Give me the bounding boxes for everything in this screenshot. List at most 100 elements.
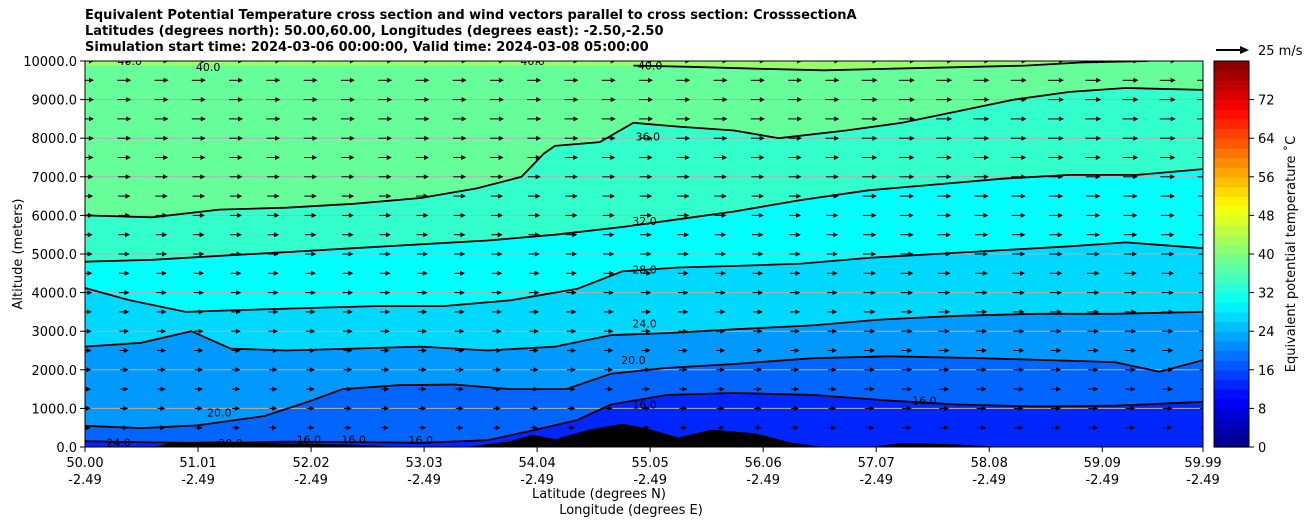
wind-vector-head	[610, 174, 616, 180]
wind-vector-head	[423, 193, 429, 199]
wind-vector-head	[460, 193, 466, 199]
colorbar-segment	[1214, 282, 1249, 294]
wind-vector-head	[610, 155, 616, 160]
wind-vector-head	[387, 61, 393, 64]
colorbar-segment	[1214, 118, 1249, 130]
wind-vector-head	[1205, 425, 1210, 430]
contour-label: 36.0	[636, 130, 661, 143]
wind-vector-head	[1133, 77, 1139, 83]
wind-vector-head	[238, 97, 244, 103]
wind-vector-head	[349, 77, 355, 83]
wind-vector-head	[126, 116, 132, 122]
wind-vector-head	[1168, 348, 1174, 353]
wind-vector-head	[832, 270, 838, 276]
wind-vector-head	[498, 61, 504, 64]
wind-vector-head	[610, 97, 616, 103]
wind-vector-head	[610, 116, 616, 122]
wind-vector-head	[608, 348, 614, 353]
colorbar-segment	[1214, 61, 1249, 72]
wind-vector-head	[235, 386, 241, 392]
wind-vector-head	[422, 290, 428, 296]
x-tick-label-lon: -2.49	[68, 473, 102, 488]
wind-vector-head	[533, 405, 539, 411]
wind-vector-head	[161, 309, 167, 315]
wind-vector-head	[758, 232, 764, 238]
wind-vector-head	[609, 212, 615, 218]
wind-vector-head	[1132, 251, 1138, 257]
wind-vector-head	[237, 135, 243, 141]
colorbar-segment	[1214, 138, 1249, 149]
wind-vector-head	[719, 425, 725, 431]
wind-vector-head	[423, 232, 429, 238]
x-axis-label-latitude: Latitude (degrees N)	[532, 487, 666, 502]
wind-vector-head	[908, 212, 914, 218]
wind-vector-head	[495, 405, 501, 411]
wind-vector-head	[199, 270, 205, 276]
wind-vector-head	[421, 405, 427, 411]
x-tick-label-lat: 52.02	[292, 456, 329, 471]
wind-vector-head	[123, 348, 129, 353]
wind-vector-head	[310, 290, 316, 296]
wind-vector-head	[759, 135, 765, 141]
wind-vector-head	[126, 77, 132, 83]
wind-vector-head	[1058, 97, 1064, 103]
wind-vector-head	[124, 251, 130, 257]
colorbar-segment	[1214, 311, 1249, 323]
wind-vector-head	[831, 348, 837, 353]
wind-vector-head	[533, 367, 539, 373]
wind-vector-head	[1056, 386, 1062, 392]
wind-vector-head	[497, 290, 503, 296]
wind-vector-head	[458, 405, 464, 411]
contour-label: 20.0	[621, 354, 646, 367]
wind-vector-head	[945, 270, 951, 276]
wind-vector-head	[122, 425, 128, 431]
wind-vector-head	[1170, 116, 1176, 122]
wind-vector-head	[572, 174, 578, 180]
wind-vector-head	[684, 174, 690, 180]
wind-vector-head	[647, 212, 652, 218]
wind-vector-head	[422, 270, 428, 276]
wind-vector-head	[796, 193, 802, 199]
contour-label: 40.0	[118, 55, 143, 68]
wind-vector-head	[310, 309, 316, 315]
wind-vector-head	[349, 116, 355, 122]
wind-vector-head	[648, 77, 653, 83]
wind-vector-head	[907, 367, 913, 373]
wind-vector-head	[535, 212, 541, 218]
colorbar-tick-label: 64	[1258, 132, 1275, 147]
wind-vector-head	[125, 212, 131, 218]
wind-vector-head	[1057, 251, 1063, 257]
wind-vector-head	[795, 309, 801, 315]
wind-vector-head	[1168, 328, 1174, 334]
wind-vector-head	[198, 290, 204, 296]
wind-vector-head	[796, 135, 802, 141]
wind-vector-head	[610, 77, 616, 83]
wind-vector-head	[1093, 328, 1099, 334]
wind-vector-head	[647, 193, 653, 199]
wind-vector-head	[943, 425, 949, 431]
wind-vector-head	[648, 97, 653, 103]
wind-vector-head	[1019, 290, 1025, 296]
wind-vector-head	[608, 290, 614, 296]
wind-vector-head	[907, 348, 913, 353]
wind-vector-head	[311, 232, 317, 238]
wind-vector-head	[756, 425, 762, 431]
wind-vector-head	[1094, 270, 1100, 276]
wind-vector-head	[533, 348, 539, 353]
wind-vector-head	[759, 77, 765, 83]
wind-vector-head	[946, 212, 952, 218]
colorbar-segment	[1214, 176, 1249, 188]
wind-vector-head	[647, 174, 653, 180]
wind-vector-head	[1168, 367, 1174, 373]
wind-vector-head	[126, 135, 132, 141]
wind-vector-head	[797, 97, 803, 103]
terrain	[85, 423, 1203, 447]
wind-vector-head	[757, 328, 763, 334]
wind-vector-head	[647, 155, 653, 160]
wind-vector-head	[1133, 135, 1139, 141]
wind-vector-head	[124, 328, 130, 334]
wind-vector-head	[346, 425, 352, 431]
wind-vector-head	[570, 425, 576, 431]
wind-vector-head	[423, 174, 429, 180]
